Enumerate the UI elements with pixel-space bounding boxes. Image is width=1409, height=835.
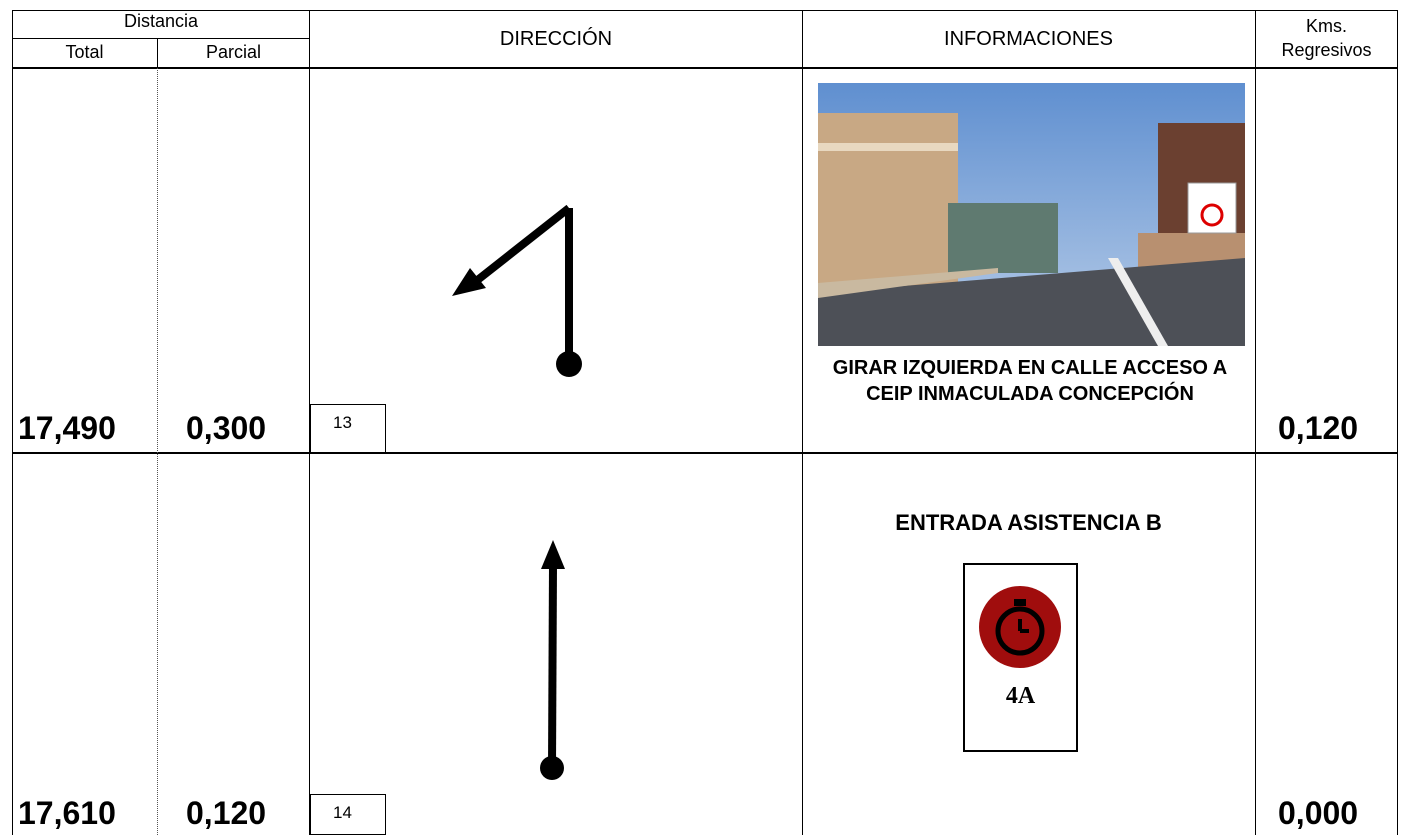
border [309,10,310,835]
header-text: Distancia [123,11,199,31]
border [12,10,1398,11]
border [12,452,1398,454]
direction-arrow [452,204,582,377]
header-text: Parcial [205,42,262,62]
divider [157,68,158,835]
badge-label: 4A [1005,683,1036,709]
border [12,67,1398,69]
info-text: GIRAR IZQUIERDA EN CALLE ACCESO A CEIP I… [832,357,1228,405]
header-text: Regresivos [1281,40,1372,60]
header-text: Kms. [1305,16,1347,36]
total: 17,490 [18,410,116,446]
total: 17,610 [18,795,116,831]
stopwatch-icon [979,586,1061,668]
control-badge: 4A [963,563,1078,752]
step-number: 14 [310,794,386,835]
step-number: 13 [310,404,386,453]
parcial: 0,300 [186,410,267,446]
border [802,10,803,835]
regresivos: 0,000 [1278,795,1359,831]
border [157,38,158,68]
header-text: Total [65,42,104,62]
regresivos: 0,120 [1278,410,1359,446]
border [1397,10,1398,835]
photo [818,83,1245,346]
direction-arrow [540,540,565,780]
border [1255,10,1256,835]
header-text: DIRECCIÓN [499,28,613,50]
info-text: ENTRADA ASISTENCIA B [895,510,1162,535]
border [12,10,13,835]
border [12,38,310,39]
header-text: INFORMACIONES [944,28,1113,50]
parcial: 0,120 [186,795,267,831]
